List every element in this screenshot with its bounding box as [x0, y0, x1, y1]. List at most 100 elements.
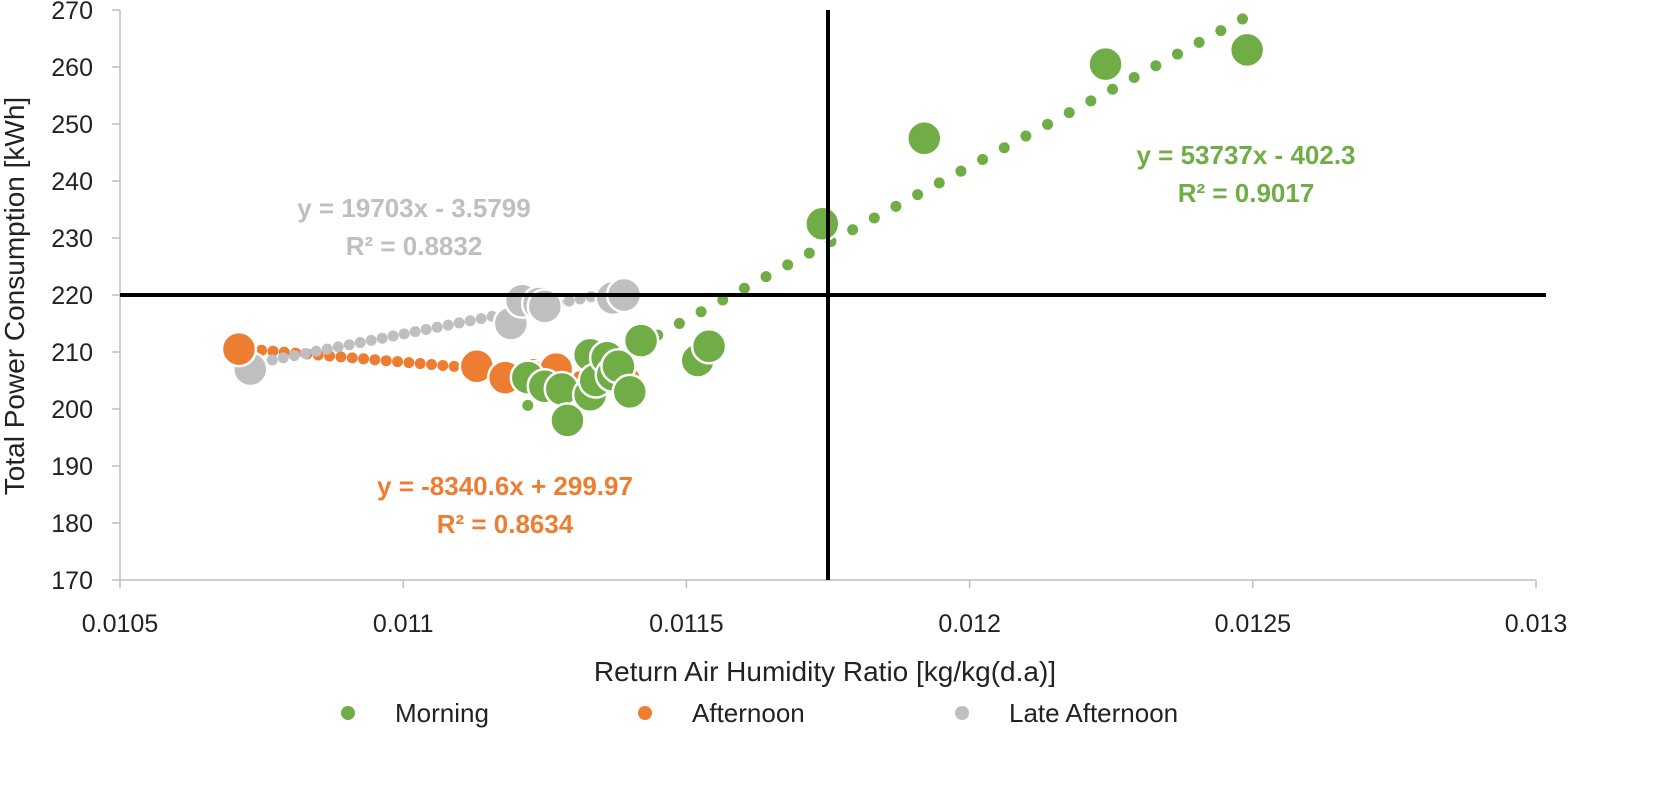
trendline-dot [267, 345, 279, 357]
trendline-dot [369, 354, 381, 366]
trendline-dot [1107, 83, 1119, 95]
trendline-dot [998, 142, 1010, 154]
trendline-dot [1236, 13, 1248, 25]
trendline-equation: y = -8340.6x + 299.97 [377, 471, 633, 501]
trendline-dot [1193, 36, 1205, 48]
data-point [549, 402, 586, 439]
legend: Morning Afternoon Late Afternoon [341, 698, 1178, 728]
trendline-dot [392, 356, 404, 368]
trendline-dot [890, 200, 902, 212]
trendline-dot [977, 153, 989, 165]
trendline-dot [955, 165, 967, 177]
y-tick-label: 190 [51, 453, 93, 481]
trendline-dot [448, 360, 460, 372]
y-tick-label: 200 [51, 396, 93, 424]
x-tick-label: 0.011 [373, 610, 434, 638]
trendline-dot [695, 306, 707, 318]
trendline-dot [299, 347, 311, 359]
legend-marker [341, 706, 355, 720]
trendline-dot [277, 352, 289, 364]
trendline-dot [1215, 25, 1227, 37]
trendline-dot [398, 328, 410, 340]
data-point [526, 288, 564, 325]
y-tick-label: 270 [51, 0, 93, 25]
trendline-dot [760, 271, 772, 283]
data-point [906, 120, 943, 157]
trendline-dot [803, 247, 815, 259]
data-point [690, 328, 728, 365]
data-point [1228, 31, 1266, 69]
data-point [611, 373, 649, 411]
trendline-dot [288, 350, 300, 362]
axes-layer [112, 9, 1537, 588]
trendline-dot [522, 399, 534, 411]
trendline-dot [782, 259, 794, 271]
trendline-dot [431, 321, 443, 333]
trendline-dot [380, 355, 392, 367]
trendline-dot [321, 343, 333, 355]
points-layer [220, 31, 1266, 439]
x-tick-label: 0.012 [938, 610, 1001, 638]
reference-lines-layer [120, 10, 1546, 580]
legend-marker [638, 706, 652, 720]
trendline-dot [376, 332, 388, 344]
trendline-dot [409, 326, 421, 338]
trendline-dot [1042, 118, 1054, 130]
tick-labels-layer: 0.0105 0.011 0.0115 0.012 0.0125 0.013 170 180 1… [51, 0, 1567, 638]
legend-marker [955, 706, 969, 720]
trendline-r-squared: R² = 0.9017 [1178, 178, 1315, 208]
legend-label: Morning [395, 698, 489, 728]
y-tick-label: 180 [51, 510, 93, 538]
trendline-dot [343, 339, 355, 351]
y-tick-label: 250 [51, 111, 93, 139]
trendline-dot [403, 357, 415, 369]
y-tick-label: 210 [51, 339, 93, 367]
trendline-dot [933, 177, 945, 189]
trendline-dot [335, 351, 347, 363]
trendline-dot [453, 317, 465, 329]
y-axis-title: Total Power Consumption [kWh] [0, 97, 30, 495]
trendline-dot [346, 352, 358, 364]
trendline-dot [256, 344, 268, 356]
trendline-dot [354, 337, 366, 349]
trendline-dot [310, 345, 322, 357]
trendline-dot [266, 354, 278, 366]
trendline-dot [673, 317, 685, 329]
trendline-equation: y = 53737x - 402.3 [1136, 140, 1355, 170]
data-point [220, 330, 258, 368]
trendline-dot [437, 359, 449, 371]
trendline-dot [475, 313, 487, 325]
trendline-dot [365, 334, 377, 346]
data-point [1087, 45, 1124, 83]
legend-label: Late Afternoon [1009, 698, 1178, 728]
data-point [622, 322, 660, 359]
y-tick-label: 260 [51, 54, 93, 82]
legend-label: Afternoon [692, 698, 805, 728]
trendline-dot [912, 189, 924, 201]
trendline-dot [426, 359, 438, 371]
y-tick-label: 230 [51, 225, 93, 253]
trendline-dot [420, 323, 432, 335]
trendline-dot [563, 295, 575, 307]
trendline-dot [1085, 95, 1097, 107]
y-tick-label: 220 [51, 282, 93, 310]
trendline-dot [414, 358, 426, 370]
trendline-dot [868, 212, 880, 224]
trendline-dot [847, 224, 859, 236]
data-point [804, 205, 841, 242]
y-tick-label: 240 [51, 168, 93, 196]
x-tick-label: 0.0105 [82, 610, 158, 638]
trendline-dot [1020, 130, 1032, 142]
x-tick-label: 0.0125 [1215, 610, 1291, 638]
trendline-dot [358, 353, 370, 365]
trendline-r-squared: R² = 0.8832 [346, 231, 483, 261]
trendline-r-squared: R² = 0.8634 [437, 509, 574, 539]
trendline-dot [332, 341, 344, 353]
x-tick-label: 0.0115 [649, 610, 724, 638]
y-tick-label: 170 [51, 567, 93, 595]
trendline-dot [442, 319, 454, 331]
trendline-equation: y = 19703x - 3.5799 [297, 193, 530, 223]
trendline-dot [738, 282, 750, 294]
trendline-dot [1172, 48, 1184, 60]
